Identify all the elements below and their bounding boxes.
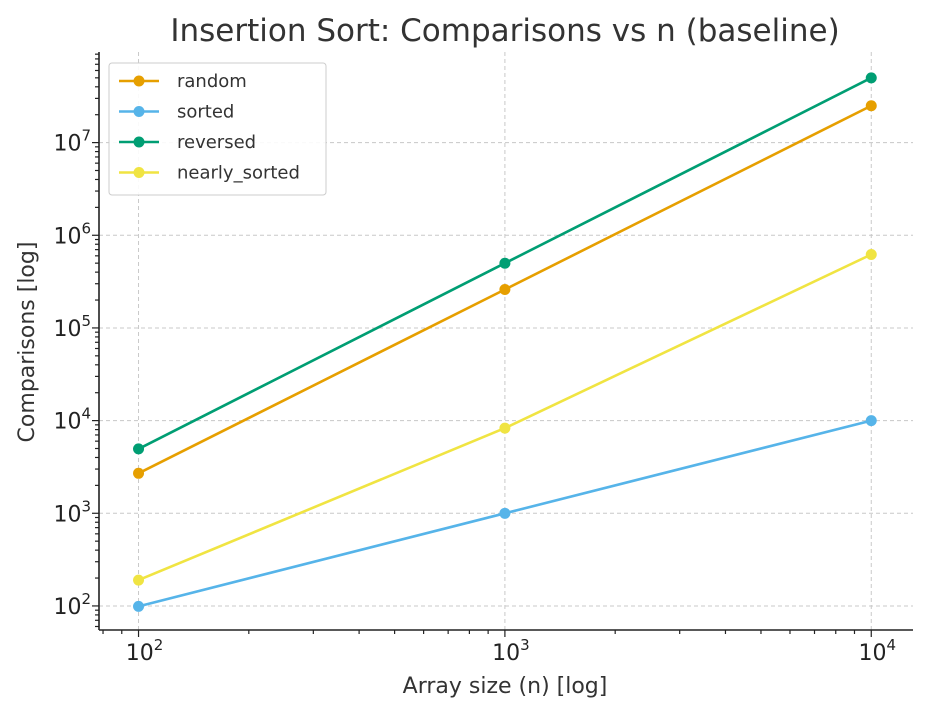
series-sorted: [133, 415, 877, 612]
x-tick-label: 104: [858, 636, 896, 666]
y-axis-label: Comparisons [log]: [15, 242, 40, 443]
y-tick-label: 104: [53, 405, 91, 435]
legend-marker: [133, 106, 145, 117]
legend-item: random: [119, 71, 247, 92]
legend-item: sorted: [119, 102, 234, 123]
series-reversed: [133, 72, 877, 455]
data-point: [865, 415, 877, 427]
data-point: [133, 467, 145, 479]
series-layer: [133, 72, 877, 612]
data-point: [133, 443, 145, 455]
y-tick-label: 102: [53, 590, 91, 620]
x-axis-label: Array size (n) [log]: [403, 674, 608, 699]
data-point: [865, 72, 877, 84]
legend-marker: [133, 167, 145, 178]
legend-item: nearly_sorted: [119, 163, 300, 184]
legend: random sorted reversed nearly_sorted: [108, 62, 327, 196]
legend-label: random: [177, 71, 247, 92]
data-point: [133, 574, 145, 586]
data-point: [865, 100, 877, 112]
chart-title: Insertion Sort: Comparisons vs n (baseli…: [170, 13, 839, 49]
data-point: [499, 422, 511, 434]
data-point: [499, 507, 511, 519]
legend-label: reversed: [177, 132, 256, 153]
x-tick-label: 103: [492, 636, 530, 666]
y-tick-label: 103: [53, 497, 91, 527]
y-tick-label: 106: [53, 219, 91, 249]
legend-item: reversed: [119, 132, 256, 153]
y-axis-ticks: 102 103 104 105 106 107: [53, 127, 99, 620]
axes: [98, 52, 913, 631]
data-point: [499, 257, 511, 269]
legend-marker: [133, 136, 145, 148]
series-nearly-sorted: [133, 249, 877, 586]
data-point: [499, 283, 511, 295]
legend-box: [108, 62, 327, 196]
y-tick-label: 105: [53, 312, 91, 342]
data-point: [133, 600, 145, 612]
x-axis-ticks: 102 103 104: [126, 630, 896, 666]
x-tick-label: 102: [126, 636, 164, 666]
y-tick-label: 107: [53, 127, 91, 157]
legend-label: sorted: [177, 102, 234, 123]
legend-label: nearly_sorted: [177, 163, 300, 184]
legend-marker: [133, 75, 145, 87]
series-random: [133, 100, 877, 479]
data-point: [865, 249, 877, 261]
